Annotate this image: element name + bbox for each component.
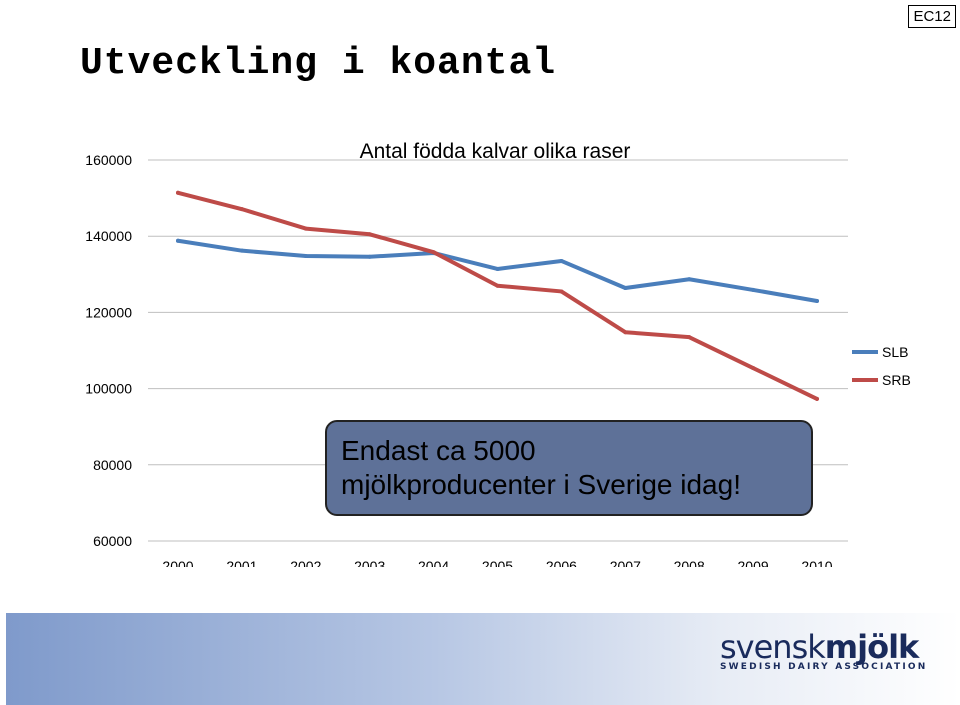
x-tick-label: 2004 — [418, 558, 449, 570]
data-point-slb — [559, 258, 564, 263]
chart-title: Antal födda kalvar olika raser — [360, 140, 631, 163]
data-point-srb — [495, 283, 500, 288]
x-tick-label: 2007 — [610, 558, 641, 570]
logo-part-2: mjölk — [824, 628, 920, 666]
slide-title: Utveckling i koantal — [80, 42, 557, 85]
series-line-srb — [176, 190, 819, 401]
data-point-slb — [367, 254, 372, 259]
data-point-srb — [559, 289, 564, 294]
logo-wordmark: svenskmjölk — [720, 628, 927, 666]
data-point-srb — [176, 190, 180, 195]
y-tick-labels: 60000 80000 100000 120000 140000 160000 — [85, 152, 132, 549]
x-tick-label: 2008 — [674, 558, 705, 570]
data-point-srb — [751, 366, 756, 371]
y-tick-label: 80000 — [93, 457, 132, 473]
x-tick-label: 2000 — [162, 558, 193, 570]
x-tick-label: 2001 — [226, 558, 257, 570]
series-lines — [176, 190, 819, 401]
callout-line-2: mjölkproducenter i Sverige idag! — [341, 469, 741, 500]
footer-band — [6, 613, 960, 705]
data-point-srb — [431, 250, 436, 255]
callout-line-1: Endast ca 5000 — [341, 435, 536, 466]
x-tick-label: 2005 — [482, 558, 513, 570]
logo-subtitle: SWEDISH DAIRY ASSOCIATION — [720, 662, 928, 672]
data-point-slb — [239, 248, 244, 253]
data-point-slb — [303, 254, 308, 259]
x-tick-label: 2006 — [546, 558, 577, 570]
data-point-srb — [367, 232, 372, 237]
x-tick-label: 2009 — [738, 558, 769, 570]
legend: SLB SRB — [852, 344, 911, 388]
data-point-slb — [687, 277, 692, 282]
data-point-slb — [751, 287, 756, 292]
data-point-srb — [815, 396, 819, 401]
data-point-srb — [239, 207, 244, 212]
data-point-slb — [176, 238, 180, 243]
data-point-slb — [623, 286, 628, 291]
y-tick-label: 160000 — [85, 152, 132, 168]
data-point-srb — [623, 330, 628, 335]
x-tick-labels: 2000 2001 2002 2003 2004 2005 2006 2007 2008 2009… — [162, 558, 832, 570]
y-tick-label: 120000 — [85, 304, 132, 320]
y-tick-label: 60000 — [93, 533, 132, 549]
svensk-mjolk-logo: svenskmjölk SWEDISH DAIRY ASSOCIATION — [720, 628, 927, 672]
slide-code-badge: EC12 — [908, 5, 956, 28]
legend-label-slb: SLB — [882, 344, 908, 360]
y-tick-label: 140000 — [85, 228, 132, 244]
data-point-srb — [687, 335, 692, 340]
y-tick-label: 100000 — [85, 381, 132, 397]
x-tick-label: 2010 — [801, 558, 832, 570]
x-tick-label: 2002 — [290, 558, 321, 570]
data-point-srb — [303, 226, 308, 231]
callout-box: Endast ca 5000 mjölkproducenter i Sverig… — [325, 420, 813, 516]
data-point-slb — [495, 266, 500, 271]
legend-label-srb: SRB — [882, 372, 911, 388]
logo-part-1: svensk — [720, 628, 826, 666]
data-point-slb — [815, 298, 819, 303]
x-tick-label: 2003 — [354, 558, 385, 570]
